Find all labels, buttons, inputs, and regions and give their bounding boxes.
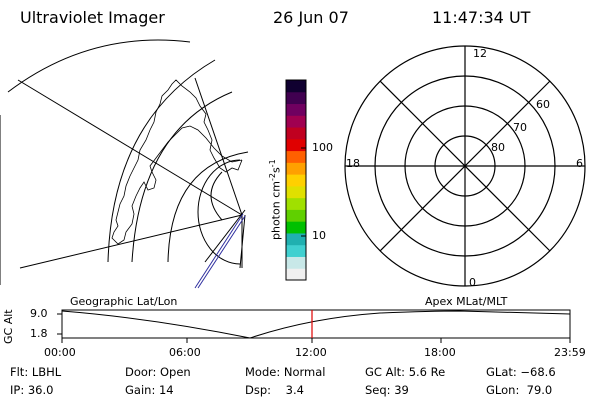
mlt-label-6: 6 [576, 157, 583, 170]
colorbar-segment [286, 80, 306, 93]
colorbar-segment [286, 209, 306, 222]
status-glat: GLat: −68.6 [486, 365, 556, 379]
colorbar-frame [285, 79, 307, 281]
timeline-xtick-0600: 06:00 [169, 346, 201, 359]
lat-label-60: 60 [536, 98, 550, 111]
status-gain-value: 14 [158, 383, 174, 397]
timeline-frame [61, 309, 571, 339]
meridian-1 [17, 79, 243, 216]
status-door: Door: Open [125, 365, 191, 379]
timeline-ytick-9: 9.0 [30, 307, 48, 320]
colorbar-segment [286, 197, 306, 210]
status-flt-value: LBHL [31, 365, 62, 379]
right-panel-caption: Apex MLat/MLT [425, 295, 508, 308]
orbit-track [194, 213, 246, 289]
timeline-ytick-1-8: 1.8 [30, 327, 48, 340]
status-mode: Mode: Normal [245, 365, 326, 379]
colorbar-segment [286, 268, 306, 281]
status-flt: Flt: LBHL [10, 365, 62, 379]
status-dsp-value: 3.4 [285, 383, 304, 397]
colorbar-segment [286, 221, 306, 234]
lat-circle-small [197, 159, 241, 265]
altitude-curve [61, 310, 571, 339]
status-glon-value: 79.0 [526, 383, 553, 397]
timeline-xtick-1800: 18:00 [424, 346, 456, 359]
timeline-ylabel: GC Alt [2, 309, 15, 344]
geographic-map [0, 39, 249, 289]
status-gcalt-value: 5.6 Re [408, 365, 446, 379]
app-title: Ultraviolet Imager [20, 8, 165, 27]
status-dsp: Dsp: 3.4 [245, 383, 304, 397]
status-seq: Seq: 39 [365, 383, 409, 397]
colorbar-segment [286, 162, 306, 175]
date-label: 26 Jun 07 [273, 8, 349, 27]
meridian-2 [19, 214, 243, 269]
lat-arc-3 [167, 151, 249, 263]
status-gcalt: GC Alt: 5.6 Re [365, 365, 446, 379]
lat-arc-1 [107, 59, 216, 263]
status-seq-value: 39 [394, 383, 409, 397]
lat-arc-2 [131, 91, 233, 263]
status-gain: Gain: 14 [125, 383, 174, 397]
colorbar-tick-10: 10 [312, 229, 326, 242]
status-glon: GLon: 79.0 [486, 383, 553, 397]
mlt-label-18: 18 [346, 157, 360, 170]
status-ip: IP: 36.0 [10, 383, 54, 397]
meridian-3 [194, 77, 243, 216]
colorbar-segment [286, 174, 306, 187]
colorbar-segment [286, 150, 306, 163]
left-panel-caption: Geographic Lat/Lon [70, 295, 178, 308]
lat-arc-4 [210, 171, 223, 221]
mlt-label-0: 0 [469, 276, 476, 289]
mlt-label-12: 12 [473, 47, 487, 60]
colorbar-segment [286, 103, 306, 116]
colorbar-segment [286, 232, 306, 246]
colorbar-segment [286, 185, 306, 199]
timeline-xtick-1200: 12:00 [295, 346, 327, 359]
status-ip-value: 36.0 [27, 383, 54, 397]
colorbar-tick-100: 100 [312, 141, 333, 154]
lat-label-80: 80 [491, 141, 505, 154]
colorbar [285, 79, 307, 281]
lat-arc-outer [7, 39, 191, 93]
time-label: 11:47:34 UT [432, 8, 531, 27]
map-edge [0, 115, 246, 285]
colorbar-segment [286, 244, 306, 257]
timeline-xtick-0000: 00:00 [44, 346, 76, 359]
lat-label-70: 70 [513, 121, 527, 134]
colorbar-unit-label: photon cm-2s-1 [268, 159, 283, 240]
colorbar-segment [286, 127, 306, 140]
mlt-line-diag2 [379, 80, 551, 252]
timeline-plot [57, 309, 571, 343]
status-glat-value: −68.6 [520, 365, 556, 379]
colorbar-segment [286, 138, 306, 152]
status-door-value: Open [159, 365, 191, 379]
status-mode-value: Normal [283, 365, 326, 379]
colorbar-segment [286, 256, 306, 269]
timeline-xtick-2359: 23:59 [554, 346, 586, 359]
colorbar-segment [286, 91, 306, 105]
polar-plot [344, 45, 586, 287]
coastline [111, 79, 243, 245]
meridian-5 [204, 209, 246, 263]
colorbar-segment [286, 115, 306, 128]
